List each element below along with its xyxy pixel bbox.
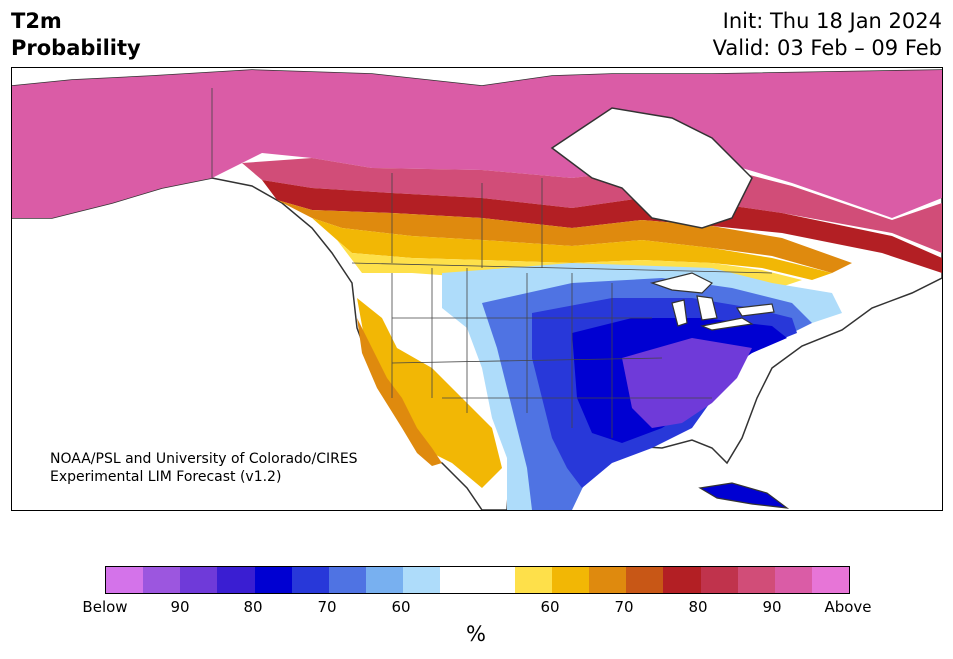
colorbar-segment — [217, 567, 255, 593]
colorbar-segment — [663, 567, 701, 593]
colorbar-tick-label: 90 — [170, 598, 190, 616]
colorbar-tick-label: Above — [824, 598, 872, 616]
colorbar-tick-label: 80 — [688, 598, 708, 616]
colorbar-segment — [514, 567, 552, 593]
credit-line-1: NOAA/PSL and University of Colorado/CIRE… — [50, 451, 358, 467]
colorbar-segment — [328, 567, 367, 593]
colorbar-tick-label: Below — [82, 598, 128, 616]
colorbar-tick-label: 90 — [762, 598, 782, 616]
colorbar — [105, 566, 850, 594]
prob-band-60 — [312, 218, 832, 280]
colorbar-segment — [180, 567, 218, 593]
political-boundaries — [211, 88, 773, 438]
colorbar-segment — [143, 567, 181, 593]
colorbar-segment — [626, 567, 664, 593]
colorbar-tick-label: 70 — [317, 598, 337, 616]
colorbar-tick-label: 60 — [540, 598, 560, 616]
colorbar-segment — [477, 567, 515, 593]
colorbar-segment — [700, 567, 738, 593]
great-lakes — [649, 272, 775, 331]
colorbar-ticks: Below 90 80 70 60 60 70 80 90 Above — [82, 598, 871, 618]
colorbar-tick-label: 80 — [243, 598, 263, 616]
colorbar-tick-label: 70 — [614, 598, 634, 616]
title-block: T2m Probability — [11, 8, 141, 62]
prob-band-80 — [262, 180, 942, 273]
forecast-map: NOAA/PSL and University of Colorado/CIRE… — [11, 67, 943, 511]
prob-band-70 — [277, 200, 852, 273]
prob-band-west-hot — [357, 318, 442, 466]
colorbar-segment — [551, 567, 590, 593]
cuba — [698, 482, 790, 509]
colorbar-segment — [291, 567, 329, 593]
variable-title: T2m — [11, 9, 62, 33]
prob-band-below — [622, 338, 752, 428]
credit-line-2: Experimental LIM Forecast (v1.2) — [50, 469, 282, 485]
colorbar-segment — [811, 567, 850, 593]
map-canvas — [12, 69, 942, 510]
credit-text: NOAA/PSL and University of Colorado/CIRE… — [50, 450, 358, 486]
colorbar-segment — [366, 567, 404, 593]
colorbar-segment — [254, 567, 292, 593]
colorbar-segment — [403, 567, 441, 593]
colorbar-segment — [589, 567, 627, 593]
colorbar-segment — [440, 567, 478, 593]
colorbar-segment — [737, 567, 775, 593]
prob-band-90 — [242, 158, 942, 253]
colorbar-segment — [106, 567, 144, 593]
colorbar-unit: % — [466, 622, 486, 646]
init-date: Init: Thu 18 Jan 2024 — [722, 9, 942, 33]
product-title: Probability — [11, 36, 141, 60]
colorbar-tick-label: 60 — [391, 598, 411, 616]
hudson-bay — [550, 107, 753, 229]
prob-band-west-warm — [357, 298, 502, 488]
colorbar-segment — [774, 567, 812, 593]
date-block: Init: Thu 18 Jan 2024 Valid: 03 Feb – 09… — [713, 8, 942, 62]
prob-band-above-90 — [12, 70, 942, 218]
valid-range: Valid: 03 Feb – 09 Feb — [712, 36, 942, 60]
